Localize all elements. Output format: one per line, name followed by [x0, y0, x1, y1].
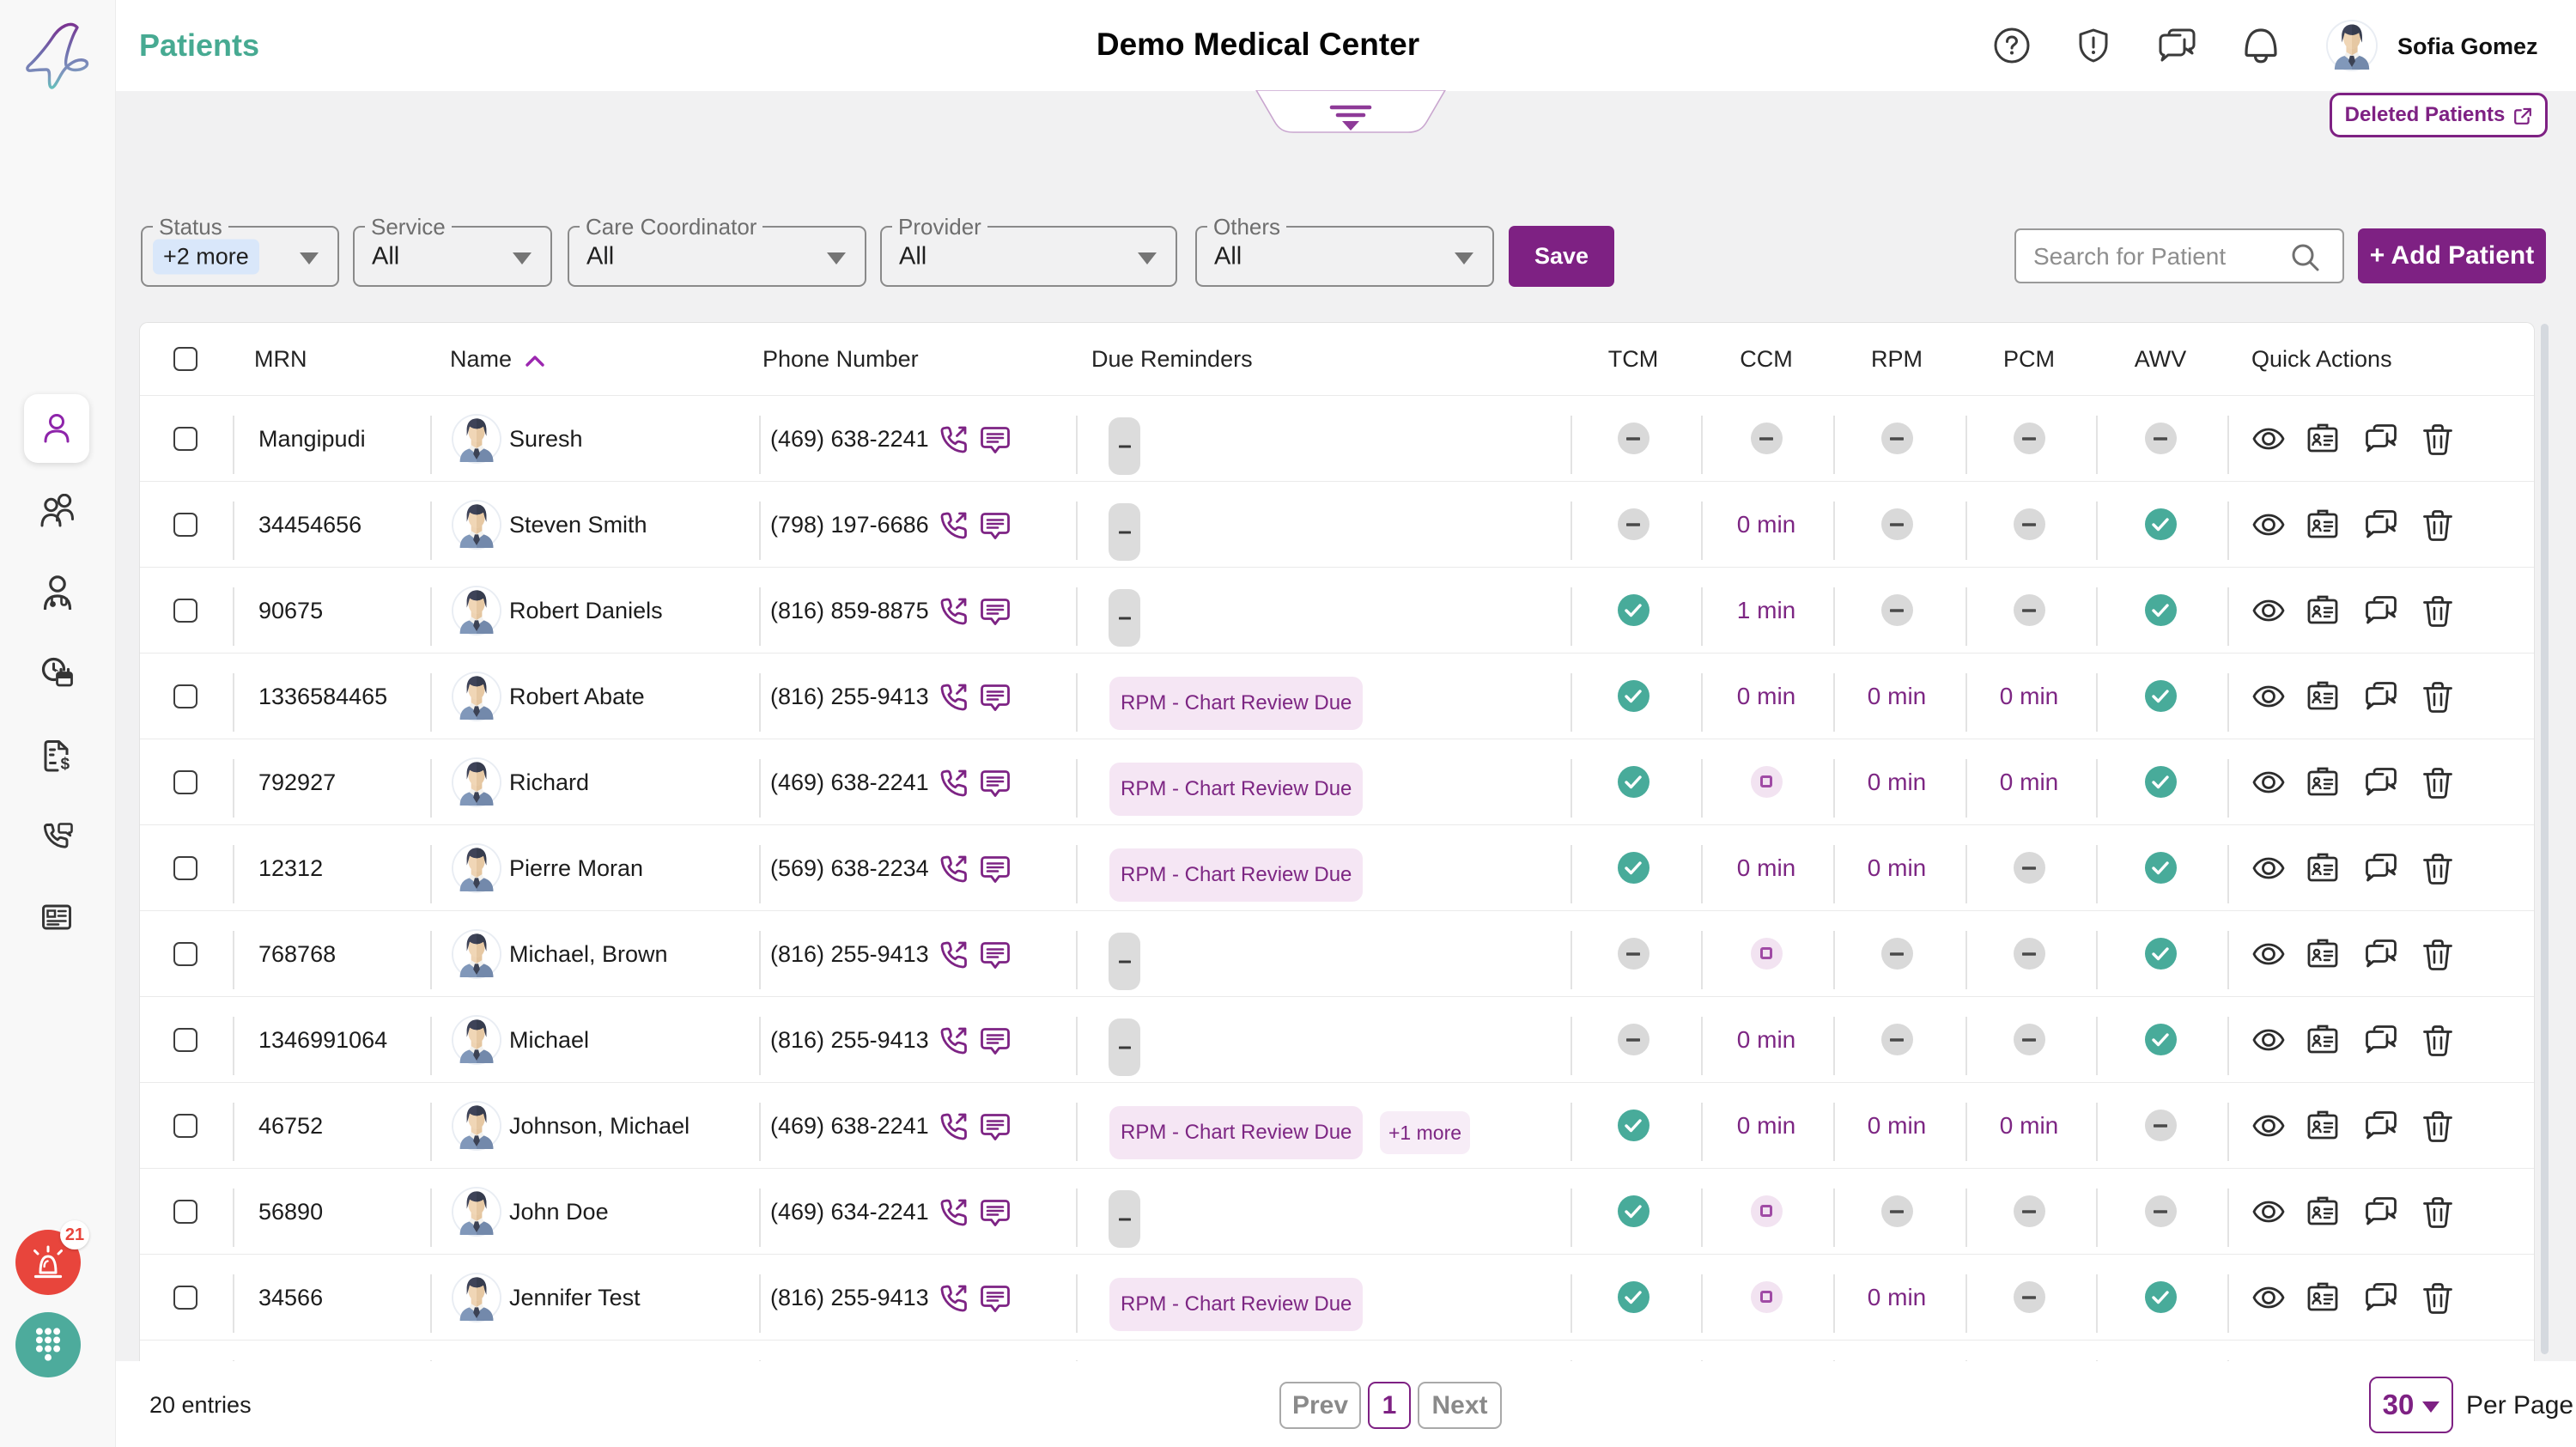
svg-text:$: $ — [61, 756, 70, 773]
